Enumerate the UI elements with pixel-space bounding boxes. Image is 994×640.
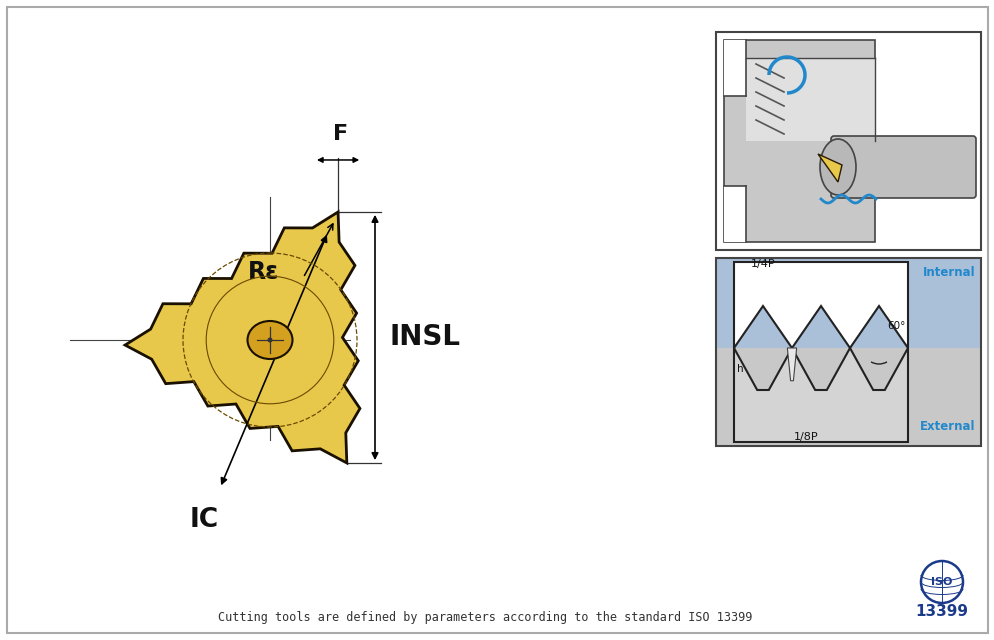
Text: 60°: 60° [886,321,905,331]
Text: 1/4P: 1/4P [749,259,774,269]
Text: Cutting tools are defined by parameters according to the standard ISO 13399: Cutting tools are defined by parameters … [218,611,751,625]
Bar [724,40,874,242]
Circle shape [268,338,271,342]
Text: 13399: 13399 [914,605,967,620]
Text: External: External [918,419,974,433]
Text: ISO: ISO [930,577,951,587]
Text: IC: IC [190,507,219,533]
Bar [716,258,980,446]
Text: Internal: Internal [921,266,974,278]
Text: INSL: INSL [390,323,460,351]
Bar [716,348,980,446]
Polygon shape [734,348,908,442]
Polygon shape [817,154,841,182]
Bar [746,58,874,141]
Text: 1/8P: 1/8P [793,432,818,442]
Bar [716,258,980,348]
Polygon shape [125,212,360,463]
Polygon shape [734,262,908,348]
Text: Rε: Rε [248,260,279,284]
Text: h: h [737,364,743,374]
Ellipse shape [819,139,855,195]
Polygon shape [786,348,796,381]
Text: F: F [332,124,347,144]
Bar [724,40,746,96]
Ellipse shape [248,321,292,359]
Bar [724,186,746,242]
FancyBboxPatch shape [830,136,975,198]
Bar [716,32,980,250]
